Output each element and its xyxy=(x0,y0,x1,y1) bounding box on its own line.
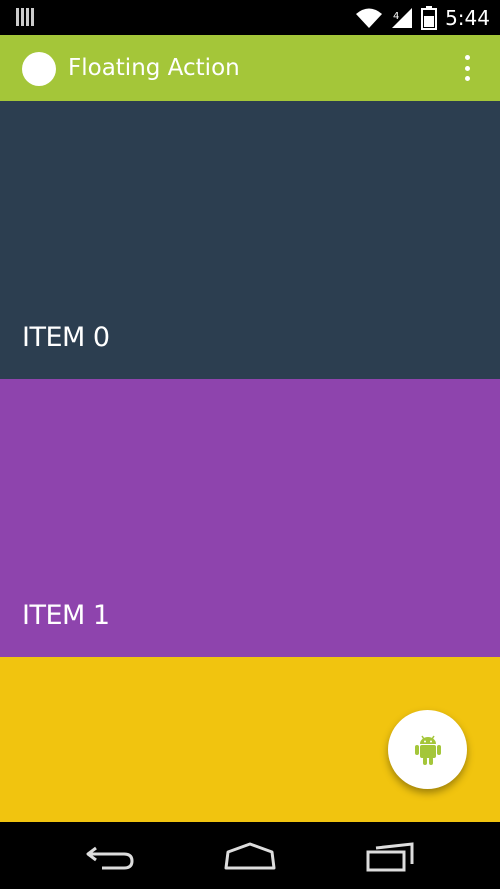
home-icon[interactable] xyxy=(220,840,280,874)
sim-icon xyxy=(16,8,34,26)
list-item[interactable]: ITEM 1 xyxy=(0,379,500,657)
navigation-bar xyxy=(0,822,500,889)
status-icons: 4 5:44 xyxy=(355,0,490,35)
signal-icon: 4 xyxy=(392,7,413,28)
status-time: 5:44 xyxy=(445,5,490,30)
app-title: Floating Action xyxy=(68,55,240,81)
floating-action-button[interactable] xyxy=(388,710,467,789)
wifi-icon xyxy=(356,8,383,28)
list-item-label: ITEM 0 xyxy=(22,322,110,353)
battery-icon xyxy=(421,5,438,30)
recent-apps-icon[interactable] xyxy=(360,840,420,874)
app-icon[interactable] xyxy=(22,52,56,86)
list-item-label: ITEM 1 xyxy=(22,600,110,631)
svg-text:4: 4 xyxy=(393,11,399,22)
action-bar: Floating Action xyxy=(0,35,500,101)
list-item[interactable]: ITEM 0 xyxy=(0,101,500,379)
overflow-menu-icon[interactable] xyxy=(462,55,472,81)
status-bar: 4 5:44 xyxy=(0,0,500,35)
back-icon[interactable] xyxy=(82,840,142,874)
android-icon xyxy=(414,735,441,765)
